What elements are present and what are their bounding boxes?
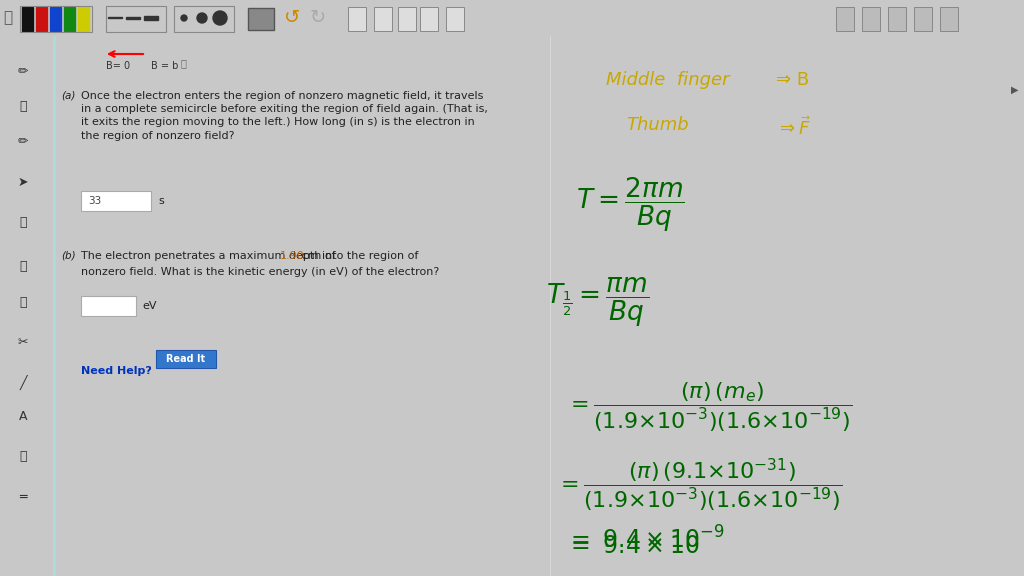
Bar [81, 191, 151, 211]
Bar [862, 7, 880, 31]
Text: 🔍: 🔍 [19, 260, 27, 274]
Text: ⬛: ⬛ [19, 450, 27, 464]
Text: $\Rightarrow\vec{F}$: $\Rightarrow\vec{F}$ [776, 116, 811, 139]
Text: ↻: ↻ [310, 9, 327, 28]
Text: ╱: ╱ [19, 374, 27, 389]
Text: 🖊: 🖊 [3, 10, 12, 25]
Text: Read It: Read It [167, 354, 206, 364]
Text: ➤: ➤ [17, 176, 29, 188]
Bar [50, 7, 61, 31]
Text: 🔴: 🔴 [19, 100, 27, 113]
Bar [81, 296, 136, 316]
Text: 🤚: 🤚 [19, 215, 27, 229]
Bar [156, 350, 216, 368]
Text: B= 0: B= 0 [106, 61, 130, 71]
Text: $T = \dfrac{2\pi m}{Bq}$: $T = \dfrac{2\pi m}{Bq}$ [575, 176, 685, 234]
Bar [126, 17, 140, 19]
Bar [63, 7, 75, 31]
Text: eV: eV [142, 301, 157, 311]
Text: (b): (b) [61, 251, 76, 261]
Text: nonzero field. What is the kinetic energy (in eV) of the electron?: nonzero field. What is the kinetic energ… [81, 267, 439, 277]
Text: $= \dfrac{(\pi)\,(m_e)}{(1.9{\times}10^{-3})(1.6{\times}10^{-19})}$: $= \dfrac{(\pi)\,(m_e)}{(1.9{\times}10^{… [566, 381, 852, 434]
Text: Once the electron enters the region of nonzero magnetic field, it travels
in a c: Once the electron enters the region of n… [81, 91, 487, 141]
Text: (a): (a) [61, 91, 76, 101]
Circle shape [213, 11, 227, 25]
Text: ═: ═ [19, 491, 27, 503]
Text: 33: 33 [88, 196, 101, 206]
Text: A: A [18, 411, 28, 423]
Bar [374, 7, 392, 31]
Bar [108, 17, 122, 18]
Bar [144, 16, 158, 20]
Text: cm into the region of: cm into the region of [298, 251, 419, 261]
Circle shape [197, 13, 207, 23]
Bar [248, 8, 274, 30]
Text: ⇒ B: ⇒ B [776, 71, 809, 89]
Text: ▶: ▶ [1012, 85, 1019, 95]
Bar [836, 7, 854, 31]
Bar [22, 7, 33, 31]
Text: ✏: ✏ [17, 135, 29, 149]
Bar [420, 7, 438, 31]
Text: Need Help?: Need Help? [81, 366, 152, 376]
Text: ✏: ✏ [17, 66, 29, 78]
Bar [348, 7, 366, 31]
Text: ✂: ✂ [17, 335, 29, 348]
Text: ⓘ: ⓘ [181, 58, 186, 68]
Circle shape [181, 15, 187, 21]
Text: B = b: B = b [151, 61, 178, 71]
Text: Middle  finger: Middle finger [606, 71, 729, 89]
Text: s: s [158, 196, 164, 206]
Bar [398, 7, 416, 31]
Bar [36, 7, 47, 31]
Text: Thumb: Thumb [626, 116, 688, 134]
Bar [446, 7, 464, 31]
Text: $= \ 9.4 \times 10$: $= \ 9.4 \times 10$ [566, 534, 699, 558]
Bar [174, 6, 234, 32]
Bar [914, 7, 932, 31]
Bar [106, 6, 166, 32]
Text: The electron penetrates a maximum depth of: The electron penetrates a maximum depth … [81, 251, 339, 261]
Text: $= \dfrac{(\pi)\,(9.1{\times}10^{-31})}{(1.9{\times}10^{-3})(1.6{\times}10^{-19}: $= \dfrac{(\pi)\,(9.1{\times}10^{-31})}{… [556, 456, 842, 514]
Text: ↺: ↺ [284, 9, 300, 28]
Bar [20, 6, 92, 32]
Text: 1.90: 1.90 [280, 251, 304, 261]
Text: $= \ 9.4 \times 10^{-9}$: $= \ 9.4 \times 10^{-9}$ [566, 526, 725, 553]
Bar [78, 7, 89, 31]
Text: $T_{\frac{1}{2}} = \dfrac{\pi m}{Bq}$: $T_{\frac{1}{2}} = \dfrac{\pi m}{Bq}$ [546, 276, 649, 329]
Bar [940, 7, 958, 31]
Text: 🔍: 🔍 [19, 295, 27, 309]
Bar [888, 7, 906, 31]
